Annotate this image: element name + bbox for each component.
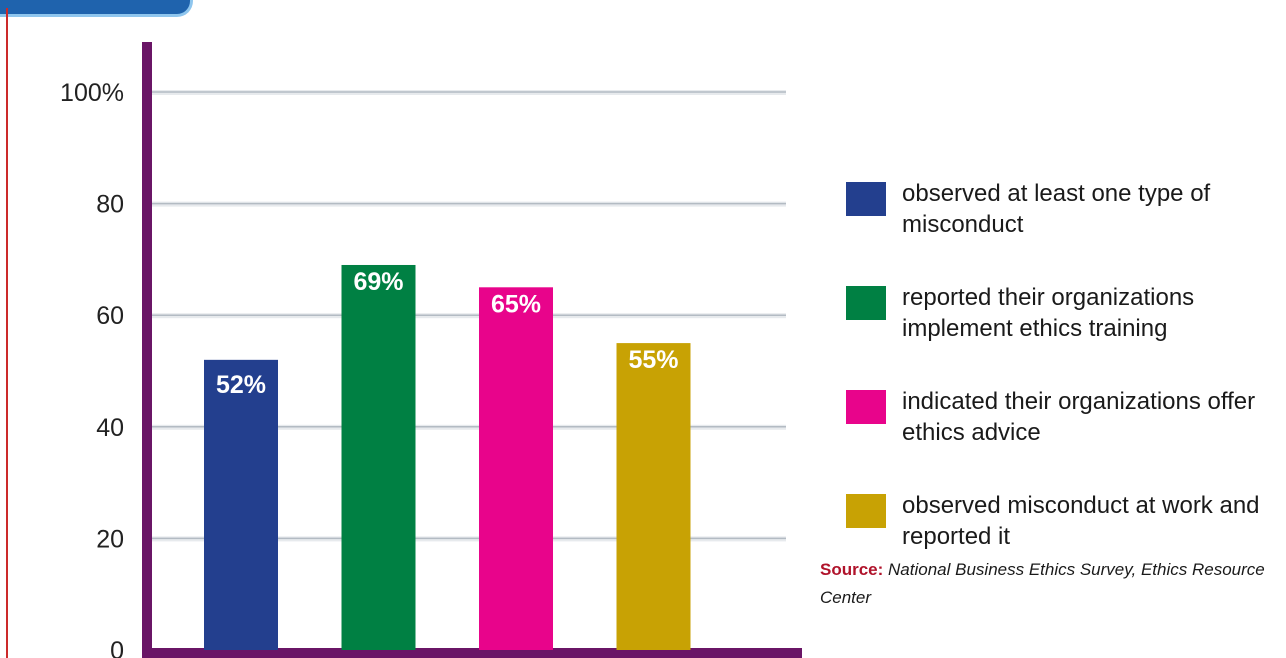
bar-data-label-2: 69%: [353, 268, 403, 296]
y-tick-label-60: 60: [96, 302, 124, 330]
y-tick-label-40: 40: [96, 414, 124, 442]
legend-item-2: reported their organizations implement e…: [846, 284, 1276, 388]
y-tick-label-80: 80: [96, 191, 124, 219]
legend-item-4: observed misconduct at work and reported…: [846, 492, 1276, 596]
source-label: Source:: [820, 560, 884, 579]
legend-swatch-3: [846, 390, 886, 424]
legend-label-4: observed misconduct at work and reported…: [902, 492, 1260, 550]
legend-swatch-2: [846, 286, 886, 320]
y-tick-label-20: 20: [96, 525, 124, 553]
bar-data-label-4: 55%: [628, 346, 678, 374]
bar-4: [616, 343, 691, 650]
legend-item-1: observed at least one type of misconduct: [846, 180, 1276, 284]
axes: [142, 42, 802, 658]
legend-label-3: indicated their organizations offer ethi…: [902, 388, 1256, 446]
legend-swatch-4: [846, 494, 886, 528]
page-margin-rule: [6, 8, 8, 658]
bar-2: [341, 264, 416, 650]
legend: observed at least one type of misconduct…: [846, 180, 1276, 596]
bar-data-labels: 52% 69% 65% 55%: [216, 268, 679, 399]
legend-item-3: indicated their organizations offer ethi…: [846, 388, 1276, 492]
y-axis-line: [142, 42, 152, 658]
y-axis-ticks: 0 20 40 60 80 100%: [60, 79, 124, 658]
bar-data-label-1: 52%: [216, 371, 266, 399]
bars: [204, 264, 691, 650]
legend-swatch-1: [846, 182, 886, 216]
x-axis-line: [142, 648, 802, 658]
bar-chart: 0 20 40 60 80 100% 52% 69% 65% 55%: [60, 42, 802, 658]
legend-label-1: observed at least one type of misconduct: [902, 180, 1211, 238]
bar-data-label-3: 65%: [491, 290, 541, 318]
source-text: National Business Ethics Survey, Ethics …: [820, 560, 1265, 607]
legend-label-2: reported their organizations implement e…: [902, 284, 1195, 342]
y-tick-label-0: 0: [110, 637, 124, 658]
source-note: Source: National Business Ethics Survey,…: [820, 556, 1280, 612]
bar-1: [204, 359, 278, 650]
bar-3: [479, 287, 553, 650]
y-tick-label-100: 100%: [60, 79, 124, 107]
